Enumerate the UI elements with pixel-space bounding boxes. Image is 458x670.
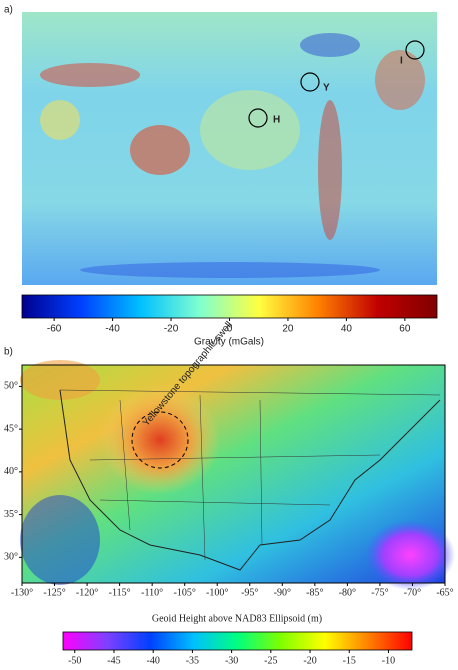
colorbar-tick-label: -25 — [264, 655, 277, 666]
colorbar-tick-label: -20 — [303, 655, 316, 666]
lon-tick-label: -115° — [109, 587, 131, 598]
lon-tick-label: -130° — [11, 587, 33, 598]
lon-tick-label: -95° — [241, 587, 258, 598]
colorbar-tick-label: 20 — [282, 324, 294, 335]
colorbar-tick-label: -60 — [47, 324, 62, 335]
colorbar-tick-label: -15 — [343, 655, 356, 666]
lon-tick-label: -70° — [404, 587, 421, 598]
marker-label: I — [400, 56, 403, 67]
lon-tick-label: -85° — [306, 587, 323, 598]
lat-tick-label: 35° — [4, 509, 18, 520]
colorbar-tick-label: -45 — [107, 655, 120, 666]
colorbar-tick-label: -30 — [225, 655, 238, 666]
lon-tick-label: -65° — [436, 587, 453, 598]
colorbar — [21, 294, 438, 319]
panel-label: b) — [4, 347, 13, 358]
lon-tick-label: -105° — [174, 587, 196, 598]
colorbar-tick-label: 60 — [399, 324, 411, 335]
colorbar-tick-label: 40 — [341, 324, 353, 335]
colorbar — [62, 631, 413, 651]
lat-tick-label: 50° — [4, 381, 18, 392]
lat-tick-label: 30° — [4, 552, 18, 563]
colorbar-tick-label: -10 — [382, 655, 395, 666]
panel-label: a) — [4, 5, 13, 16]
colorbar-tick-label: -40 — [105, 324, 120, 335]
colorbar-title: Gravity (mGals) — [194, 337, 264, 348]
lon-tick-label: -120° — [76, 587, 98, 598]
colorbar-tick-label: 0 — [227, 324, 233, 335]
lon-tick-label: -80° — [339, 587, 356, 598]
colorbar-title: Geoid Height above NAD83 Ellipsoid (m) — [152, 613, 322, 624]
marker-label: Y — [323, 83, 330, 94]
geoid-map — [20, 360, 455, 590]
marker-label: H — [273, 115, 280, 126]
lon-tick-label: -110° — [141, 587, 163, 598]
lon-tick-label: -100° — [206, 587, 228, 598]
lat-tick-label: 40° — [4, 466, 18, 477]
gravity-map — [22, 12, 437, 285]
colorbar-tick-label: -35 — [186, 655, 199, 666]
colorbar-tick-label: -40 — [147, 655, 160, 666]
lat-tick-label: 45° — [4, 423, 18, 434]
lon-tick-label: -75° — [371, 587, 388, 598]
map-frame — [21, 364, 446, 584]
lon-tick-label: -90° — [274, 587, 291, 598]
lon-tick-label: -125° — [43, 587, 65, 598]
colorbar-tick-label: -50 — [68, 655, 81, 666]
colorbar-tick-label: -20 — [164, 324, 179, 335]
